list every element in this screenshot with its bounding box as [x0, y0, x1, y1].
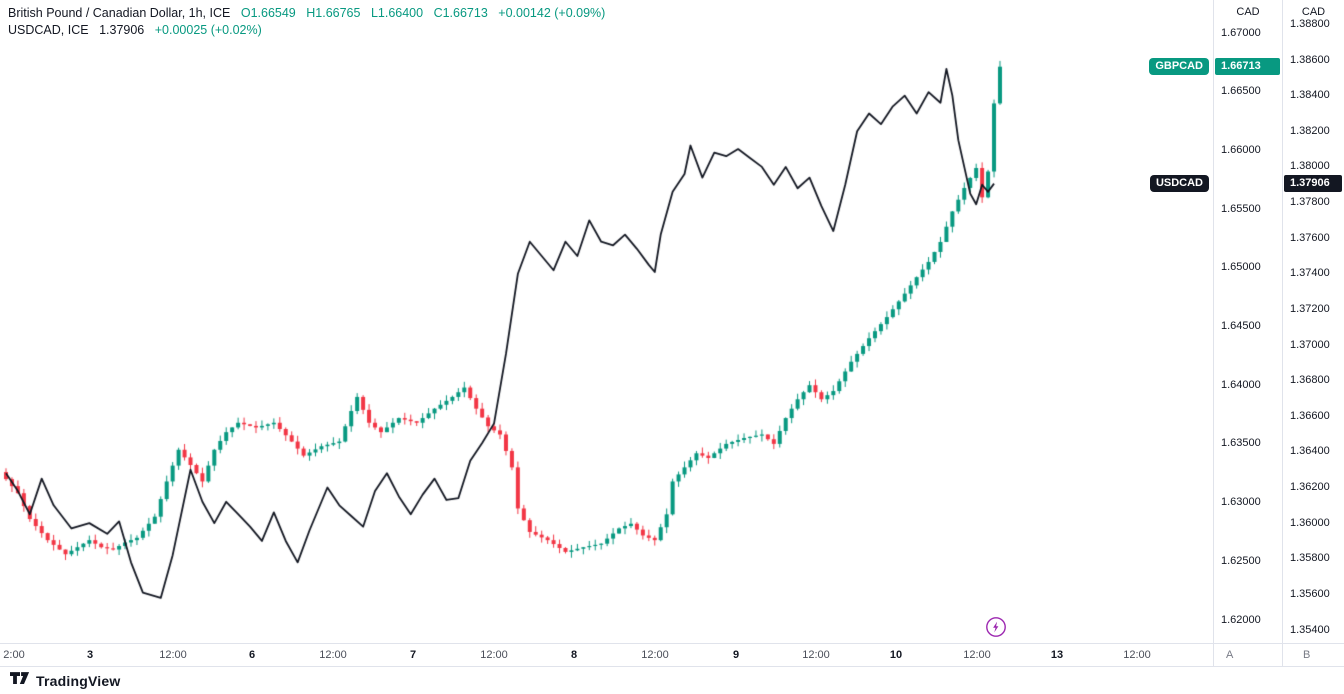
time-tick-label: 12:00	[159, 649, 187, 661]
ohlc-high: H1.66765	[306, 6, 361, 20]
price-tick-label: 1.36600	[1290, 409, 1330, 422]
price-tick-label: 1.37000	[1290, 338, 1330, 351]
change-value: +0.00025 (+0.02%)	[154, 23, 262, 37]
price-tick-label: 1.35600	[1290, 587, 1330, 600]
time-tick-label: 12:00	[802, 649, 830, 661]
price-tick-label: 1.38600	[1290, 53, 1330, 66]
chart-pane[interactable]: British Pound / Canadian Dollar, 1h, ICE…	[0, 0, 1213, 643]
price-tick-label: 1.36800	[1290, 374, 1330, 387]
auto-scale-button-a[interactable]: A	[1226, 649, 1234, 661]
time-tick-label: 7	[409, 649, 417, 661]
time-tick-label: 8	[570, 649, 578, 661]
price-scale-currency: CAD	[1301, 6, 1326, 18]
time-tick-label: 12:00	[963, 649, 991, 661]
price-tick-label: 1.63500	[1221, 437, 1261, 450]
ohlc-close: C1.66713	[433, 6, 488, 20]
price-tick-label: 1.66500	[1221, 85, 1261, 98]
price-scale-gbpcad[interactable]: CAD 1.67000 1.66500 1.66000 1.65500 1.65000 1…	[1213, 0, 1282, 643]
symbol-title: USDCAD, ICE	[8, 23, 89, 37]
price-tick-label: 1.38200	[1290, 124, 1330, 137]
chart-legend: British Pound / Canadian Dollar, 1h, ICE…	[8, 5, 605, 39]
price-tick-label: 1.62000	[1221, 613, 1261, 626]
ohlc-low: L1.66400	[370, 6, 424, 20]
price-tick-label: 1.37400	[1290, 267, 1330, 280]
symbol-title: British Pound / Canadian Dollar, 1h, ICE	[8, 6, 231, 20]
time-tick-label: 10	[889, 649, 903, 661]
price-scale-currency: CAD	[1236, 6, 1260, 18]
time-tick-label: 6	[248, 649, 256, 661]
legend-row-usdcad[interactable]: USDCAD, ICE 1.37906 +0.00025 (+0.02%)	[8, 22, 605, 39]
price-badge-gbpcad: 1.66713	[1215, 58, 1280, 75]
price-tick-label: 1.62500	[1221, 554, 1261, 567]
bottom-bar: TradingView	[0, 666, 1344, 694]
last-value: 1.37906	[99, 23, 145, 37]
time-tick-label: 12:00	[641, 649, 669, 661]
time-tick-label: 12:00	[1123, 649, 1151, 661]
price-tick-label: 1.67000	[1221, 26, 1261, 39]
time-axis[interactable]: 2:00 3 12:00 6 12:00 7 12:00 8 12:00 9 12:00 10 12:0…	[0, 643, 1344, 667]
price-tick-label: 1.63000	[1221, 496, 1261, 509]
legend-row-gbpcad[interactable]: British Pound / Canadian Dollar, 1h, ICE…	[8, 5, 605, 22]
axis-divider	[1282, 644, 1283, 667]
price-chart-canvas[interactable]	[0, 0, 1213, 643]
price-tick-label: 1.35800	[1290, 552, 1330, 565]
series-label-gbpcad: GBPCAD	[1149, 58, 1209, 75]
time-tick-label: 2:00	[3, 649, 25, 661]
price-tick-label: 1.65000	[1221, 261, 1261, 274]
price-tick-label: 1.36200	[1290, 481, 1330, 493]
time-tick-label: 12:00	[480, 649, 508, 661]
price-tick-label: 1.35400	[1290, 623, 1330, 636]
price-tick-label: 1.66000	[1221, 143, 1261, 156]
price-tick-label: 1.36400	[1290, 445, 1330, 458]
ohlc-open: O1.66549	[240, 6, 296, 20]
tradingview-logo-icon[interactable]	[10, 671, 30, 690]
lightning-icon[interactable]	[985, 616, 1007, 638]
auto-scale-button-b[interactable]: B	[1303, 649, 1311, 661]
price-tick-label: 1.37800	[1290, 196, 1330, 208]
price-badge-usdcad: 1.37906	[1284, 175, 1342, 192]
price-scale-usdcad[interactable]: CAD 1.38800 1.38600 1.38400 1.38200 1.38000 1…	[1282, 0, 1344, 643]
price-tick-label: 1.65500	[1221, 202, 1261, 215]
time-tick-label: 13	[1050, 649, 1064, 661]
price-tick-label: 1.37600	[1290, 231, 1330, 244]
time-tick-label: 3	[86, 649, 94, 661]
price-tick-label: 1.37200	[1290, 302, 1330, 315]
axis-divider	[1213, 644, 1214, 667]
tradingview-brand-text[interactable]: TradingView	[36, 672, 121, 689]
change-value: +0.00142 (+0.09%)	[498, 6, 606, 20]
price-tick-label: 1.64000	[1221, 378, 1261, 391]
price-tick-label: 1.64500	[1221, 320, 1261, 332]
series-label-usdcad: USDCAD	[1149, 175, 1209, 192]
price-tick-label: 1.36000	[1290, 516, 1330, 529]
time-tick-label: 9	[732, 649, 740, 661]
price-tick-label: 1.38400	[1290, 89, 1330, 102]
price-tick-label: 1.38800	[1290, 17, 1330, 30]
price-tick-label: 1.38000	[1290, 160, 1330, 173]
time-tick-label: 12:00	[319, 649, 347, 661]
